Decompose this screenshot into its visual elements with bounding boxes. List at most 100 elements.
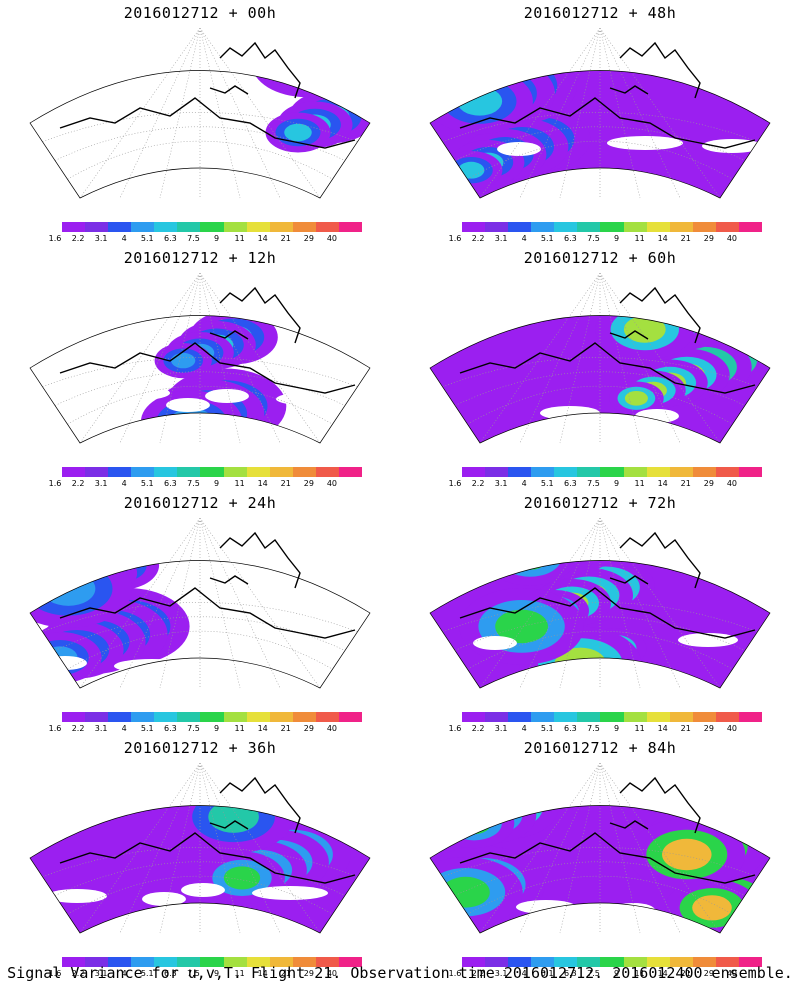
colorbar-segment [600,957,624,967]
variance-field [30,70,370,198]
colorbar-segment [85,712,109,722]
colorbar-tick-label: 4 [521,479,527,488]
colorbar-segment [531,467,555,477]
colorbar-tick-label: 5.1 [140,234,154,243]
map-panel-24h: 2016012712 + 24h 1.6 2.2 3.1 4 5.1 6.3 7.5 9 11 1… [0,490,400,735]
colorbar-segment [715,957,739,967]
colorbar-segment [177,712,201,722]
colorbar-segment [485,222,509,232]
colorbar-tick-label: 3.1 [494,234,508,243]
colorbar-tick-label: 1.6 [48,969,62,978]
colorbar-tick-label: 9 [213,969,220,978]
colorbar-tick-label: 4 [521,724,527,733]
colorbar-tick-label: 40 [326,724,338,733]
colorbar-tick-label: 3.1 [94,234,108,243]
map-panel-72h: 2016012712 + 72h 1.6 2.2 3.1 4 5.1 6.3 7.5 9 11 1… [400,490,800,735]
colorbar-tick-label: 14 [257,479,268,488]
colorbar-segment [200,712,224,722]
colorbar-segment [200,957,224,967]
colorbar-segment [85,957,109,967]
variance-map [29,763,371,934]
map-panel-84h: 2016012712 + 84h 1.6 2.2 3.1 4 5.1 6.3 7.5 9 11 1… [400,735,800,980]
map-panel-60h: 2016012712 + 60h 1.6 2.2 3.1 4 5.1 6.3 7.5 9 11 1… [400,245,800,490]
colorbar-segment [554,957,578,967]
colorbar-tick-label: 21 [280,234,291,243]
colorbar-segment [623,957,647,967]
colorbar-segment [108,957,132,967]
colorbar-tick-label: 11 [234,724,245,733]
colorbar-tick-label: 29 [703,234,714,243]
colorbar-segment [269,957,293,967]
colorbar-segment [623,222,647,232]
colorbar-tick-label: 14 [257,724,268,733]
map-boundary [29,70,371,199]
panel-title: 2016012712 + 12h [123,249,277,267]
map-boundary [29,315,371,444]
colorbar-tick-label: 4 [121,479,127,488]
graticule [442,763,758,934]
colorbar-segment [508,467,532,477]
colorbar-segment [738,712,763,722]
colorbar-segment [131,467,155,477]
colorbar-segment [646,222,670,232]
colorbar-tick-label: 6.3 [164,479,177,488]
colorbar-segment [623,712,647,722]
colorbar-segment [462,712,486,722]
colorbar-tick-label: 11 [234,969,245,978]
colorbar-tick-label: 7.5 [587,969,600,978]
colorbar-segment [692,222,716,232]
colorbar-tick-label: 21 [680,479,691,488]
colorbar-tick-label: 40 [326,234,338,243]
colorbar [462,957,763,967]
coastline [59,776,356,884]
colorbar-segment [508,222,532,232]
colorbar-tick-label: 21 [680,234,691,243]
variance-map [29,28,371,199]
colorbar-tick-label: 29 [303,969,314,978]
map-boundary [429,70,771,199]
colorbar-segment [508,957,532,967]
colorbar-tick-label: 9 [613,969,620,978]
colorbar-segment [669,712,693,722]
colorbar-segment [600,712,624,722]
colorbar-tick-label: 2.2 [471,479,485,488]
colorbar [462,712,763,722]
panel-title: 2016012712 + 84h [523,739,677,757]
colorbar-segment [315,957,339,967]
variance-map [29,273,371,444]
colorbar-tick-label: 6.3 [564,234,577,243]
colorbar-segment [85,467,109,477]
colorbar-tick-label: 7.5 [187,479,200,488]
colorbar-segment [485,467,509,477]
colorbar-tick-label: 1.6 [448,234,462,243]
colorbar-tick-label: 14 [657,724,668,733]
colorbar-tick-label: 2.2 [471,724,485,733]
colorbar-segment [338,467,363,477]
colorbar-segment [154,467,178,477]
panel-title: 2016012712 + 36h [123,739,277,757]
colorbar-tick-label: 5.1 [540,234,554,243]
colorbar-tick-label: 1.6 [48,234,62,243]
map-boundary [29,560,371,689]
colorbar-segment [223,957,247,967]
colorbar-segment [715,712,739,722]
colorbar-segment [246,957,270,967]
coastline [59,531,356,639]
colorbar-segment [292,957,316,967]
colorbar-segment [292,222,316,232]
colorbar-tick-label: 6.3 [564,969,577,978]
colorbar-tick-label: 11 [234,234,245,243]
map-boundary [429,560,771,689]
colorbar-tick-label: 3.1 [94,479,108,488]
colorbar-segment [669,222,693,232]
colorbar-segment [108,222,132,232]
colorbar-segment [338,222,363,232]
colorbar-segment [485,957,509,967]
colorbar-tick-label: 29 [303,724,314,733]
colorbar-tick-label: 9 [213,724,220,733]
colorbar-segment [531,957,555,967]
panel-title: 2016012712 + 48h [523,4,677,22]
colorbar-segment [269,222,293,232]
colorbar-segment [669,957,693,967]
coastline [459,531,756,639]
